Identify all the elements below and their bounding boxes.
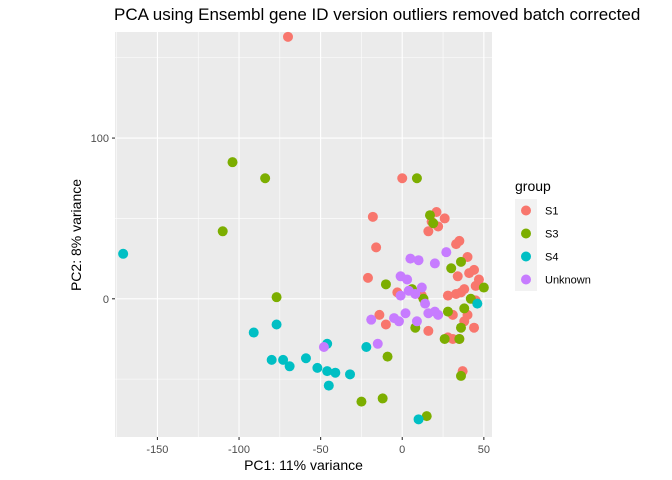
x-tick-label: -100 — [228, 444, 250, 456]
point-unknown — [318, 342, 329, 352]
x-tick-label: -150 — [146, 444, 168, 456]
tick-labels: -150 -100 -50 0 50 0 100 — [91, 133, 490, 456]
point-s3 — [455, 322, 466, 333]
point-s4 — [118, 248, 129, 259]
point-s3 — [459, 303, 470, 314]
point-s1 — [423, 226, 434, 237]
point-unknown — [395, 290, 406, 301]
point-s4 — [345, 369, 356, 380]
point-s3 — [455, 370, 466, 381]
legend: group S1 S3 S4 Unknown — [515, 178, 591, 291]
legend-marker-s3 — [521, 228, 531, 239]
point-s1 — [362, 272, 373, 283]
point-unknown — [416, 282, 427, 293]
point-s3 — [424, 210, 435, 221]
x-tick-label: 0 — [399, 444, 405, 456]
point-s4 — [266, 354, 277, 365]
legend-label-s4: S4 — [545, 252, 558, 264]
point-unknown — [429, 306, 440, 317]
point-s3 — [380, 279, 391, 290]
plot-panel — [115, 32, 492, 437]
point-s3 — [356, 396, 367, 407]
point-s3 — [227, 157, 238, 168]
point-s1 — [380, 319, 391, 330]
point-s4 — [300, 353, 311, 364]
chart-title: PCA using Ensembl gene ID version outlie… — [114, 5, 640, 24]
point-s1 — [451, 239, 462, 250]
point-unknown — [405, 253, 416, 264]
point-unknown — [372, 338, 383, 349]
x-axis-title: PC1: 11% variance — [244, 457, 363, 473]
legend-marker-unknown — [521, 274, 531, 285]
point-s4 — [248, 327, 259, 338]
legend-title: group — [515, 178, 551, 194]
point-s3 — [454, 333, 465, 344]
point-s1 — [469, 322, 480, 333]
point-unknown — [420, 298, 431, 309]
data-points — [118, 31, 489, 425]
point-unknown — [400, 308, 411, 319]
point-unknown — [395, 271, 406, 282]
point-s1 — [451, 288, 462, 299]
point-s1 — [464, 268, 475, 279]
legend-marker-s1 — [521, 205, 531, 216]
x-tick-label: -50 — [313, 444, 329, 456]
legend-label-unknown: Unknown — [545, 275, 591, 287]
point-s3 — [377, 393, 388, 404]
legend-label-s3: S3 — [545, 229, 558, 241]
point-s4 — [284, 361, 295, 372]
y-axis-title: PC2: 8% variance — [68, 179, 84, 291]
y-tick-label: 100 — [91, 133, 109, 145]
point-unknown — [441, 247, 452, 258]
point-unknown — [403, 285, 414, 296]
point-s3 — [428, 218, 439, 229]
point-s3 — [455, 256, 466, 267]
point-s1 — [367, 211, 378, 222]
point-s4 — [472, 298, 483, 309]
point-s1 — [374, 309, 385, 320]
point-s3 — [260, 173, 271, 184]
point-s3 — [478, 282, 489, 293]
y-tick-label: 0 — [103, 294, 109, 306]
point-s4 — [322, 366, 333, 377]
point-s4 — [361, 342, 372, 352]
point-s4 — [330, 367, 341, 378]
point-s3 — [411, 173, 422, 184]
legend-label-s1: S1 — [545, 206, 558, 218]
x-tick-label: 50 — [478, 444, 490, 456]
point-s3 — [382, 351, 393, 362]
point-s1 — [397, 173, 408, 184]
point-s4 — [312, 362, 323, 373]
point-s3 — [442, 306, 453, 317]
point-s3 — [446, 263, 457, 274]
point-unknown — [429, 258, 440, 269]
point-s4 — [323, 380, 334, 391]
point-s3 — [271, 292, 282, 303]
point-s3 — [439, 333, 450, 344]
point-s1 — [282, 31, 293, 42]
point-s4 — [278, 354, 289, 365]
point-s1 — [439, 213, 450, 224]
point-s1 — [470, 280, 481, 291]
point-s1 — [442, 290, 453, 301]
point-s1 — [423, 325, 434, 336]
point-s4 — [271, 319, 282, 330]
point-s1 — [452, 271, 463, 282]
point-unknown — [393, 316, 404, 327]
legend-marker-s4 — [521, 251, 531, 262]
point-s4 — [413, 414, 424, 425]
point-unknown — [413, 255, 424, 266]
point-s3 — [217, 226, 228, 237]
point-unknown — [411, 316, 422, 327]
point-s3 — [421, 411, 432, 422]
point-unknown — [366, 314, 377, 325]
point-s1 — [371, 242, 382, 253]
axis-ticks — [112, 137, 485, 440]
